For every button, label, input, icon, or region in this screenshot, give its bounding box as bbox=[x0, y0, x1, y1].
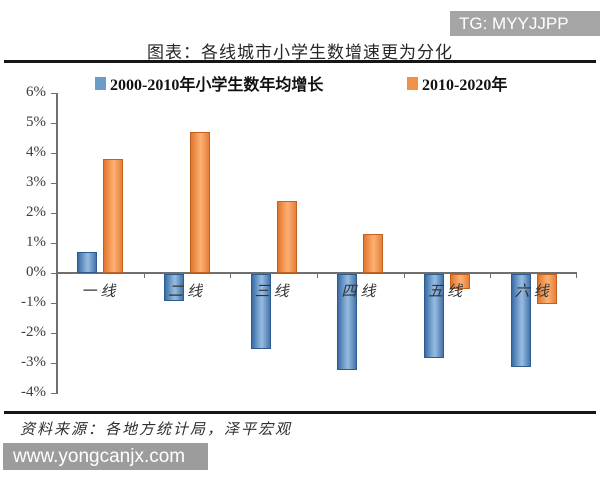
y-axis-tick bbox=[51, 332, 57, 334]
bar-一线-series0 bbox=[77, 252, 98, 273]
bar-五线-series1 bbox=[450, 274, 470, 289]
legend-item-2000-2010: 2000-2010年小学生数年均增长 bbox=[95, 71, 323, 95]
watermark-label: www.yongcanjx.com bbox=[13, 446, 186, 467]
y-axis-tick bbox=[51, 362, 57, 364]
bar-六线-series1 bbox=[536, 274, 557, 304]
legend-swatch-blue bbox=[95, 76, 106, 90]
watermark-box: www.yongcanjx.com bbox=[3, 443, 208, 470]
y-axis-tick bbox=[51, 122, 57, 124]
y-axis-label: -2% bbox=[21, 324, 46, 340]
bar-一线-series1 bbox=[103, 159, 124, 273]
y-axis-tick bbox=[51, 272, 57, 274]
y-axis-label: 1% bbox=[26, 234, 46, 250]
zero-baseline bbox=[57, 272, 577, 274]
plot-area: 6% 5% 4% 3% 2% 1% 0% -1% -2% -3% -4% 一线 二线 三线 四线 五线 六线 bbox=[21, 84, 577, 400]
bar-六线-series0 bbox=[510, 274, 531, 367]
x-axis-tick bbox=[317, 274, 318, 278]
x-axis-label: 五线 bbox=[427, 284, 466, 300]
legend-label: 2010-2020年 bbox=[422, 77, 508, 94]
bar-二线-series1 bbox=[190, 132, 210, 273]
x-axis-label: 二线 bbox=[167, 284, 206, 300]
bar-二线-series0 bbox=[164, 274, 184, 301]
y-axis-line bbox=[56, 93, 58, 394]
x-axis-tick bbox=[57, 274, 58, 278]
y-axis-label: 5% bbox=[26, 114, 46, 130]
y-axis-tick bbox=[51, 92, 57, 94]
y-axis-label: 3% bbox=[26, 174, 46, 190]
chart-legend: 2000-2010年小学生数年均增长 2010-2020年 bbox=[0, 71, 600, 94]
y-axis-tick bbox=[51, 302, 57, 304]
legend-item-2010-2020: 2010-2020年 bbox=[407, 71, 507, 95]
y-axis-label: -4% bbox=[21, 384, 46, 400]
y-axis-tick bbox=[51, 182, 57, 184]
chart-title: 图表：各线城市小学生数增速更为分化 bbox=[147, 43, 453, 62]
x-axis-label: 三线 bbox=[254, 284, 293, 300]
bar-三线-series0 bbox=[250, 274, 271, 349]
y-axis-tick bbox=[51, 242, 57, 244]
tg-badge: TG: MYYJJPP bbox=[450, 11, 600, 36]
x-axis-label: 六线 bbox=[514, 284, 553, 300]
bar-三线-series1 bbox=[276, 201, 297, 273]
y-axis-label: 2% bbox=[26, 204, 46, 220]
y-axis-tick bbox=[51, 212, 57, 214]
y-axis-label: 4% bbox=[26, 144, 46, 160]
footer-separator bbox=[4, 411, 596, 414]
bar-四线-series0 bbox=[337, 274, 358, 370]
bar-五线-series0 bbox=[424, 274, 444, 358]
x-axis-tick bbox=[490, 274, 491, 278]
legend-label: 2000-2010年小学生数年均增长 bbox=[110, 77, 324, 94]
bar-四线-series1 bbox=[363, 234, 384, 273]
y-axis-label: 6% bbox=[26, 84, 46, 100]
y-axis-tick bbox=[51, 392, 57, 394]
y-axis-label: -3% bbox=[21, 354, 46, 370]
x-axis-tick bbox=[404, 274, 405, 278]
title-underline bbox=[4, 60, 596, 63]
legend-swatch-orange bbox=[407, 76, 418, 90]
x-axis-label: 四线 bbox=[341, 284, 380, 300]
x-axis-tick bbox=[230, 274, 231, 278]
y-axis-label: 0% bbox=[26, 264, 46, 280]
x-axis-label: 一线 bbox=[81, 284, 120, 300]
tg-badge-label: TG: MYYJJPP bbox=[459, 14, 569, 33]
y-axis-tick bbox=[51, 152, 57, 154]
y-axis-label: -1% bbox=[21, 294, 46, 310]
x-axis-tick bbox=[144, 274, 145, 278]
x-axis-tick bbox=[576, 274, 577, 278]
source-note: 资料来源：各地方统计局，泽平宏观 bbox=[20, 422, 293, 438]
